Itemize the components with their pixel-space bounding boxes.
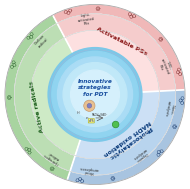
Text: NADH→NAD⁺: NADH→NAD⁺ <box>92 113 108 117</box>
Wedge shape <box>70 90 176 175</box>
Text: TME-
activated
PSs: TME- activated PSs <box>156 56 174 77</box>
Text: H⁺: H⁺ <box>77 111 81 115</box>
Circle shape <box>112 121 119 128</box>
Circle shape <box>48 48 142 141</box>
Text: Carbon
radical: Carbon radical <box>34 34 49 49</box>
Wedge shape <box>53 5 185 90</box>
Circle shape <box>58 57 132 132</box>
Text: Organic
catalysts: Organic catalysts <box>131 147 150 163</box>
Circle shape <box>84 100 95 111</box>
Wedge shape <box>57 14 176 91</box>
Text: Activatable PSs: Activatable PSs <box>96 26 148 57</box>
Text: Hydrogen
radical: Hydrogen radical <box>43 149 62 165</box>
Text: Innovative
strategies
for PDT: Innovative strategies for PDT <box>78 79 112 97</box>
Text: aPS: aPS <box>88 119 94 123</box>
Text: Light-
activated
PSs: Light- activated PSs <box>77 12 95 27</box>
Text: e⁻: e⁻ <box>86 116 89 120</box>
Wedge shape <box>31 38 81 156</box>
Circle shape <box>63 63 127 126</box>
Wedge shape <box>65 30 159 92</box>
Circle shape <box>87 103 92 108</box>
Text: Metal
complexes: Metal complexes <box>78 165 98 175</box>
Text: Photocatalytic
NADH oxidation: Photocatalytic NADH oxidation <box>102 119 154 161</box>
Circle shape <box>4 4 186 185</box>
Wedge shape <box>14 23 75 171</box>
Circle shape <box>71 70 119 119</box>
Text: Active radicals: Active radicals <box>29 81 45 133</box>
Circle shape <box>52 51 138 138</box>
Wedge shape <box>67 90 185 184</box>
Wedge shape <box>75 91 159 159</box>
Wedge shape <box>5 15 70 180</box>
Text: Nano-
catalysts: Nano- catalysts <box>164 100 175 118</box>
